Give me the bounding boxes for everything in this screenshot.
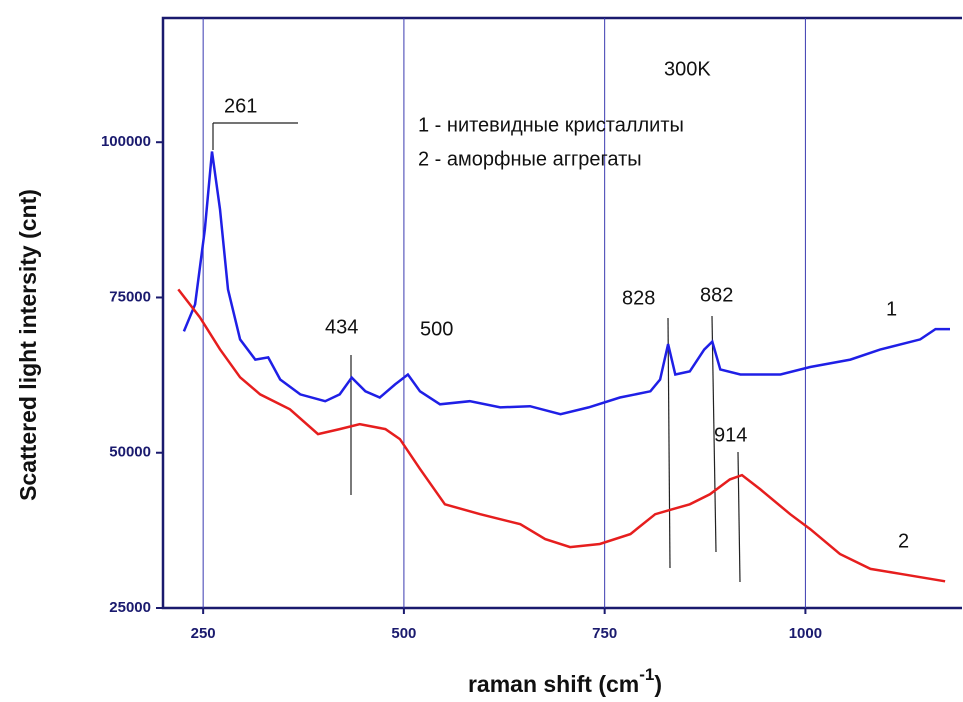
peak-label: 434: [325, 316, 358, 338]
peak-label: 500: [420, 318, 453, 340]
peak-label: 914: [714, 424, 747, 446]
curve-label: 2: [898, 530, 909, 552]
x-axis-label-end: ): [654, 671, 662, 697]
axis-frame: [161, 16, 962, 610]
x-tick-label: 500: [391, 625, 416, 642]
legend-text: 1 - нитевидные кристаллиты: [418, 114, 684, 136]
x-axis-label: raman shift (cm-1): [468, 665, 662, 697]
y-tick-label: 25000: [109, 599, 151, 616]
leader-lines: [212, 122, 741, 583]
x-tick-label: 1000: [789, 625, 822, 642]
x-axis-label-sup: -1: [639, 665, 654, 684]
curve-label: 1: [886, 298, 897, 320]
peak-label: 828: [622, 287, 655, 309]
x-tick-label: 750: [592, 625, 617, 642]
y-tick-label: 75000: [109, 288, 151, 305]
y-axis-label: Scattered light intersity (cnt): [15, 189, 41, 501]
series-line: [182, 151, 950, 416]
peak-label: 882: [700, 284, 733, 306]
x-axis-label-text: raman shift (cm: [468, 671, 639, 697]
peak-label: 261: [224, 95, 257, 117]
y-tick-label: 50000: [109, 444, 151, 461]
temperature: 300K: [664, 58, 711, 80]
x-tick-label: 250: [191, 625, 216, 642]
series-line: [177, 288, 946, 583]
y-tick-label: 100000: [101, 133, 151, 150]
legend-text: 2 - аморфные аггрегаты: [418, 148, 642, 170]
